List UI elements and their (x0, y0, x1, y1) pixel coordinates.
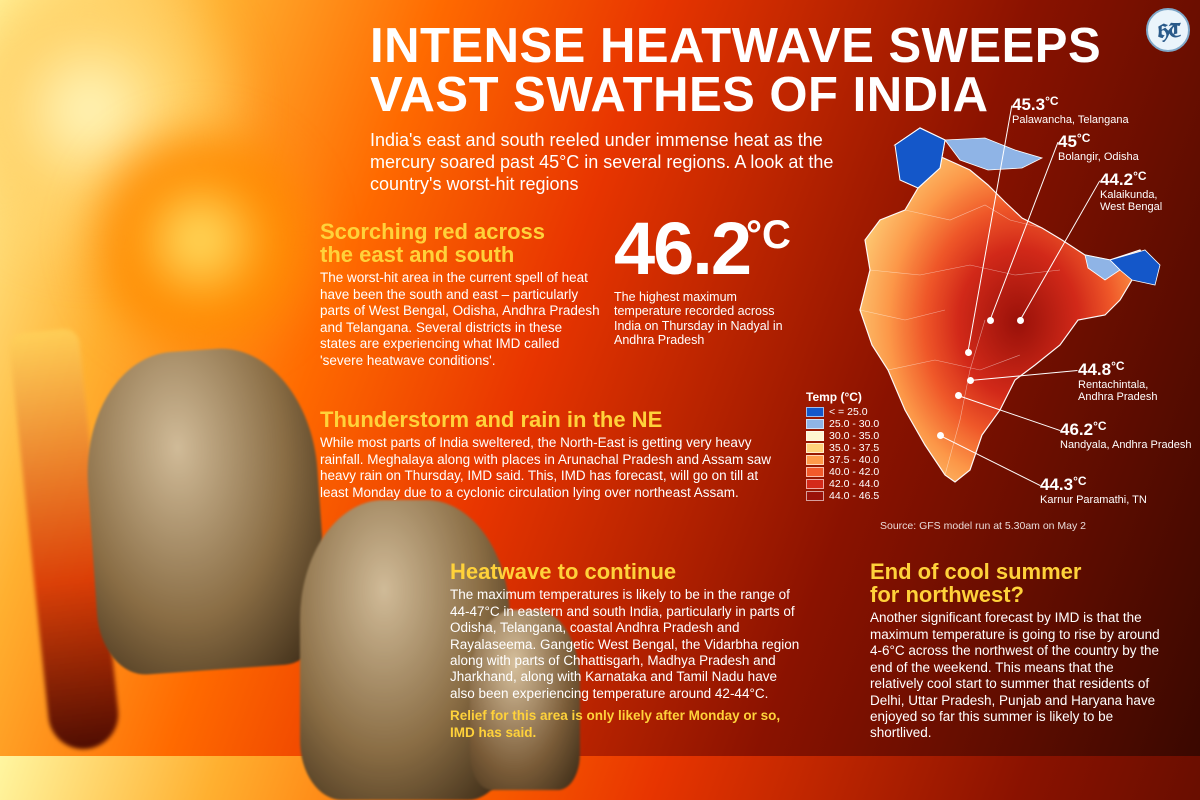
callout-temp: 46.2°C (1060, 420, 1191, 440)
callout-temp: 44.2°C (1100, 170, 1162, 190)
map-callout: 44.2°CKalaikunda,West Bengal (1100, 170, 1162, 213)
bignum-value: 46.2 (614, 216, 750, 283)
sun-glow-2 (70, 110, 330, 370)
callout-temp: 44.3°C (1040, 475, 1147, 495)
callout-location: Rentachintala,Andhra Pradesh (1078, 380, 1158, 403)
subhead: India's east and south reeled under imme… (370, 130, 870, 196)
section-continue: Heatwave to continue The maximum tempera… (450, 560, 800, 741)
legend-title: Temp (°C) (806, 390, 879, 404)
map-source: Source: GFS model run at 5.30am on May 2 (880, 520, 1086, 532)
s3-title: Heatwave to continue (450, 560, 800, 583)
map-callout: 46.2°CNandyala, Andhra Pradesh (1060, 420, 1191, 452)
legend-row: 37.5 - 40.0 (806, 455, 879, 466)
callout-location: Bolangir, Odisha (1058, 152, 1139, 164)
legend-swatch (806, 479, 824, 489)
map-callout: 45.3°CPalawancha, Telangana (1012, 95, 1129, 127)
s3-highlight: Relief for this area is only likely afte… (450, 708, 800, 741)
map-legend: Temp (°C) < = 25.025.0 - 30.030.0 - 35.0… (806, 390, 879, 503)
legend-row: 40.0 - 42.0 (806, 467, 879, 478)
legend-label: 44.0 - 46.5 (829, 491, 879, 502)
legend-label: < = 25.0 (829, 407, 868, 418)
legend-swatch (806, 407, 824, 417)
legend-label: 35.0 - 37.5 (829, 443, 879, 454)
callout-location: Karnur Paramathi, TN (1040, 495, 1147, 507)
s2-body: While most parts of India sweltered, the… (320, 435, 780, 501)
legend-swatch (806, 443, 824, 453)
callout-temp: 45.3°C (1012, 95, 1129, 115)
map-callout: 44.3°CKarnur Paramathi, TN (1040, 475, 1147, 507)
big-number: 46.2°C The highest maximum temperature r… (614, 216, 804, 348)
s1-title-l2: the east and south (320, 242, 514, 267)
s1-body: The worst-hit area in the current spell … (320, 270, 600, 369)
legend-label: 37.5 - 40.0 (829, 455, 879, 466)
section-thunderstorm: Thunderstorm and rain in the NE While mo… (320, 408, 780, 501)
legend-swatch (806, 431, 824, 441)
callout-temp: 44.8°C (1078, 360, 1158, 380)
legend-row: 42.0 - 44.0 (806, 479, 879, 490)
s4-body: Another significant forecast by IMD is t… (870, 610, 1170, 742)
legend-row: 25.0 - 30.0 (806, 419, 879, 430)
callout-location: Kalaikunda,West Bengal (1100, 190, 1162, 213)
legend-swatch (806, 419, 824, 429)
callout-location: Palawancha, Telangana (1012, 115, 1129, 127)
s2-title: Thunderstorm and rain in the NE (320, 408, 780, 431)
section-northwest: End of cool summerfor northwest? Another… (870, 560, 1170, 742)
bignum-caption: The highest maximum temperature recorded… (614, 290, 804, 348)
headline-line1: INTENSE HEATWAVE SWEEPS (370, 19, 1101, 73)
s3-body: The maximum temperatures is likely to be… (450, 587, 800, 702)
callout-temp: 45°C (1058, 132, 1139, 152)
legend-label: 25.0 - 30.0 (829, 419, 879, 430)
legend-label: 40.0 - 42.0 (829, 467, 879, 478)
legend-swatch (806, 455, 824, 465)
s4-title-l1: End of cool summer (870, 559, 1081, 584)
legend-row: 30.0 - 35.0 (806, 431, 879, 442)
legend-label: 42.0 - 44.0 (829, 479, 879, 490)
map-callout: 44.8°CRentachintala,Andhra Pradesh (1078, 360, 1158, 403)
bignum-unit: °C (746, 213, 791, 257)
photo-person-1 (79, 342, 331, 677)
s4-title-l2: for northwest? (870, 582, 1024, 607)
callout-location: Nandyala, Andhra Pradesh (1060, 440, 1191, 452)
s1-title-l1: Scorching red across (320, 219, 545, 244)
legend-swatch (806, 491, 824, 501)
legend-swatch (806, 467, 824, 477)
legend-label: 30.0 - 35.0 (829, 431, 879, 442)
section-scorching: Scorching red acrossthe east and south T… (320, 220, 600, 369)
map-callout: 45°CBolangir, Odisha (1058, 132, 1139, 164)
legend-row: 35.0 - 37.5 (806, 443, 879, 454)
legend-row: < = 25.0 (806, 407, 879, 418)
legend-row: 44.0 - 46.5 (806, 491, 879, 502)
